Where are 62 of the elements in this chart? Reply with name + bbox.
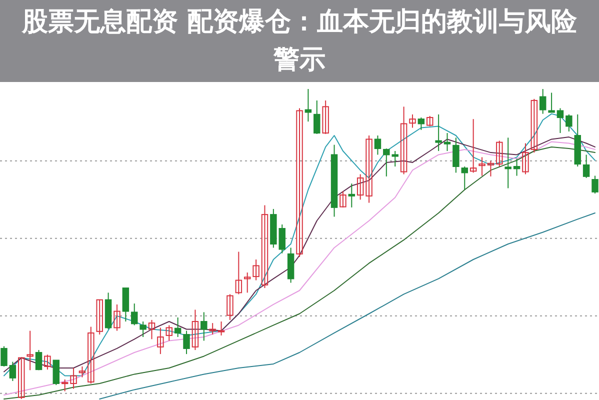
candlestick <box>244 272 251 294</box>
candlestick <box>444 132 451 152</box>
candlestick <box>114 304 120 332</box>
candlestick <box>96 299 103 336</box>
candlestick <box>157 327 164 355</box>
candlestick <box>148 319 156 340</box>
candlestick <box>566 114 572 132</box>
candlestick <box>9 361 16 382</box>
candlestick <box>174 316 182 338</box>
candlestick <box>88 326 94 384</box>
candlestick <box>35 350 42 371</box>
candlestick <box>183 330 190 355</box>
candlestick <box>522 142 529 175</box>
candlestick <box>504 137 512 189</box>
candlestick <box>356 174 364 200</box>
candlestick <box>314 100 320 134</box>
candlestick <box>426 115 434 127</box>
candlestick <box>348 183 356 208</box>
candlestick <box>409 114 416 128</box>
candlestick <box>470 118 477 174</box>
candlestick <box>539 88 546 114</box>
candlestick <box>418 117 425 130</box>
candlestick <box>304 88 312 122</box>
candlestick <box>556 108 564 134</box>
candlestick <box>478 156 486 176</box>
candlestick <box>252 259 260 281</box>
candlestick <box>374 135 382 156</box>
candlestick <box>487 160 494 177</box>
candlestick <box>140 321 146 338</box>
candlestick <box>131 303 138 326</box>
candlestick <box>52 360 60 386</box>
candlestick <box>122 288 130 322</box>
candlestick <box>61 378 68 392</box>
candlestick <box>70 368 77 390</box>
candlestick <box>452 137 460 174</box>
candlestick <box>226 294 234 320</box>
candlestick <box>530 98 538 154</box>
candlestick <box>400 106 408 175</box>
candlestick <box>340 190 346 208</box>
candlestick <box>44 354 51 370</box>
candlestick <box>582 154 590 178</box>
candlestick <box>235 251 242 295</box>
candlestick <box>166 324 172 342</box>
candlestick <box>496 140 503 167</box>
candlestick <box>461 166 468 190</box>
candlestick <box>296 108 303 258</box>
candlestick <box>200 312 208 342</box>
candlestick <box>218 321 225 336</box>
chart-title: 股票无息配资 配资爆仓：血本无归的教训与风险警示 <box>20 6 578 77</box>
candlestick <box>548 92 555 113</box>
candlestick <box>592 175 598 194</box>
candlestick <box>261 204 268 289</box>
candlestick <box>0 346 8 367</box>
candlestick <box>366 135 372 204</box>
candlestick <box>26 330 34 371</box>
candlestick <box>513 158 520 176</box>
candlestick <box>192 309 199 351</box>
candlestick <box>78 366 86 378</box>
candlestick <box>322 100 329 134</box>
candlestick <box>209 322 216 336</box>
candlestick <box>18 357 25 400</box>
candlestick <box>435 114 442 152</box>
